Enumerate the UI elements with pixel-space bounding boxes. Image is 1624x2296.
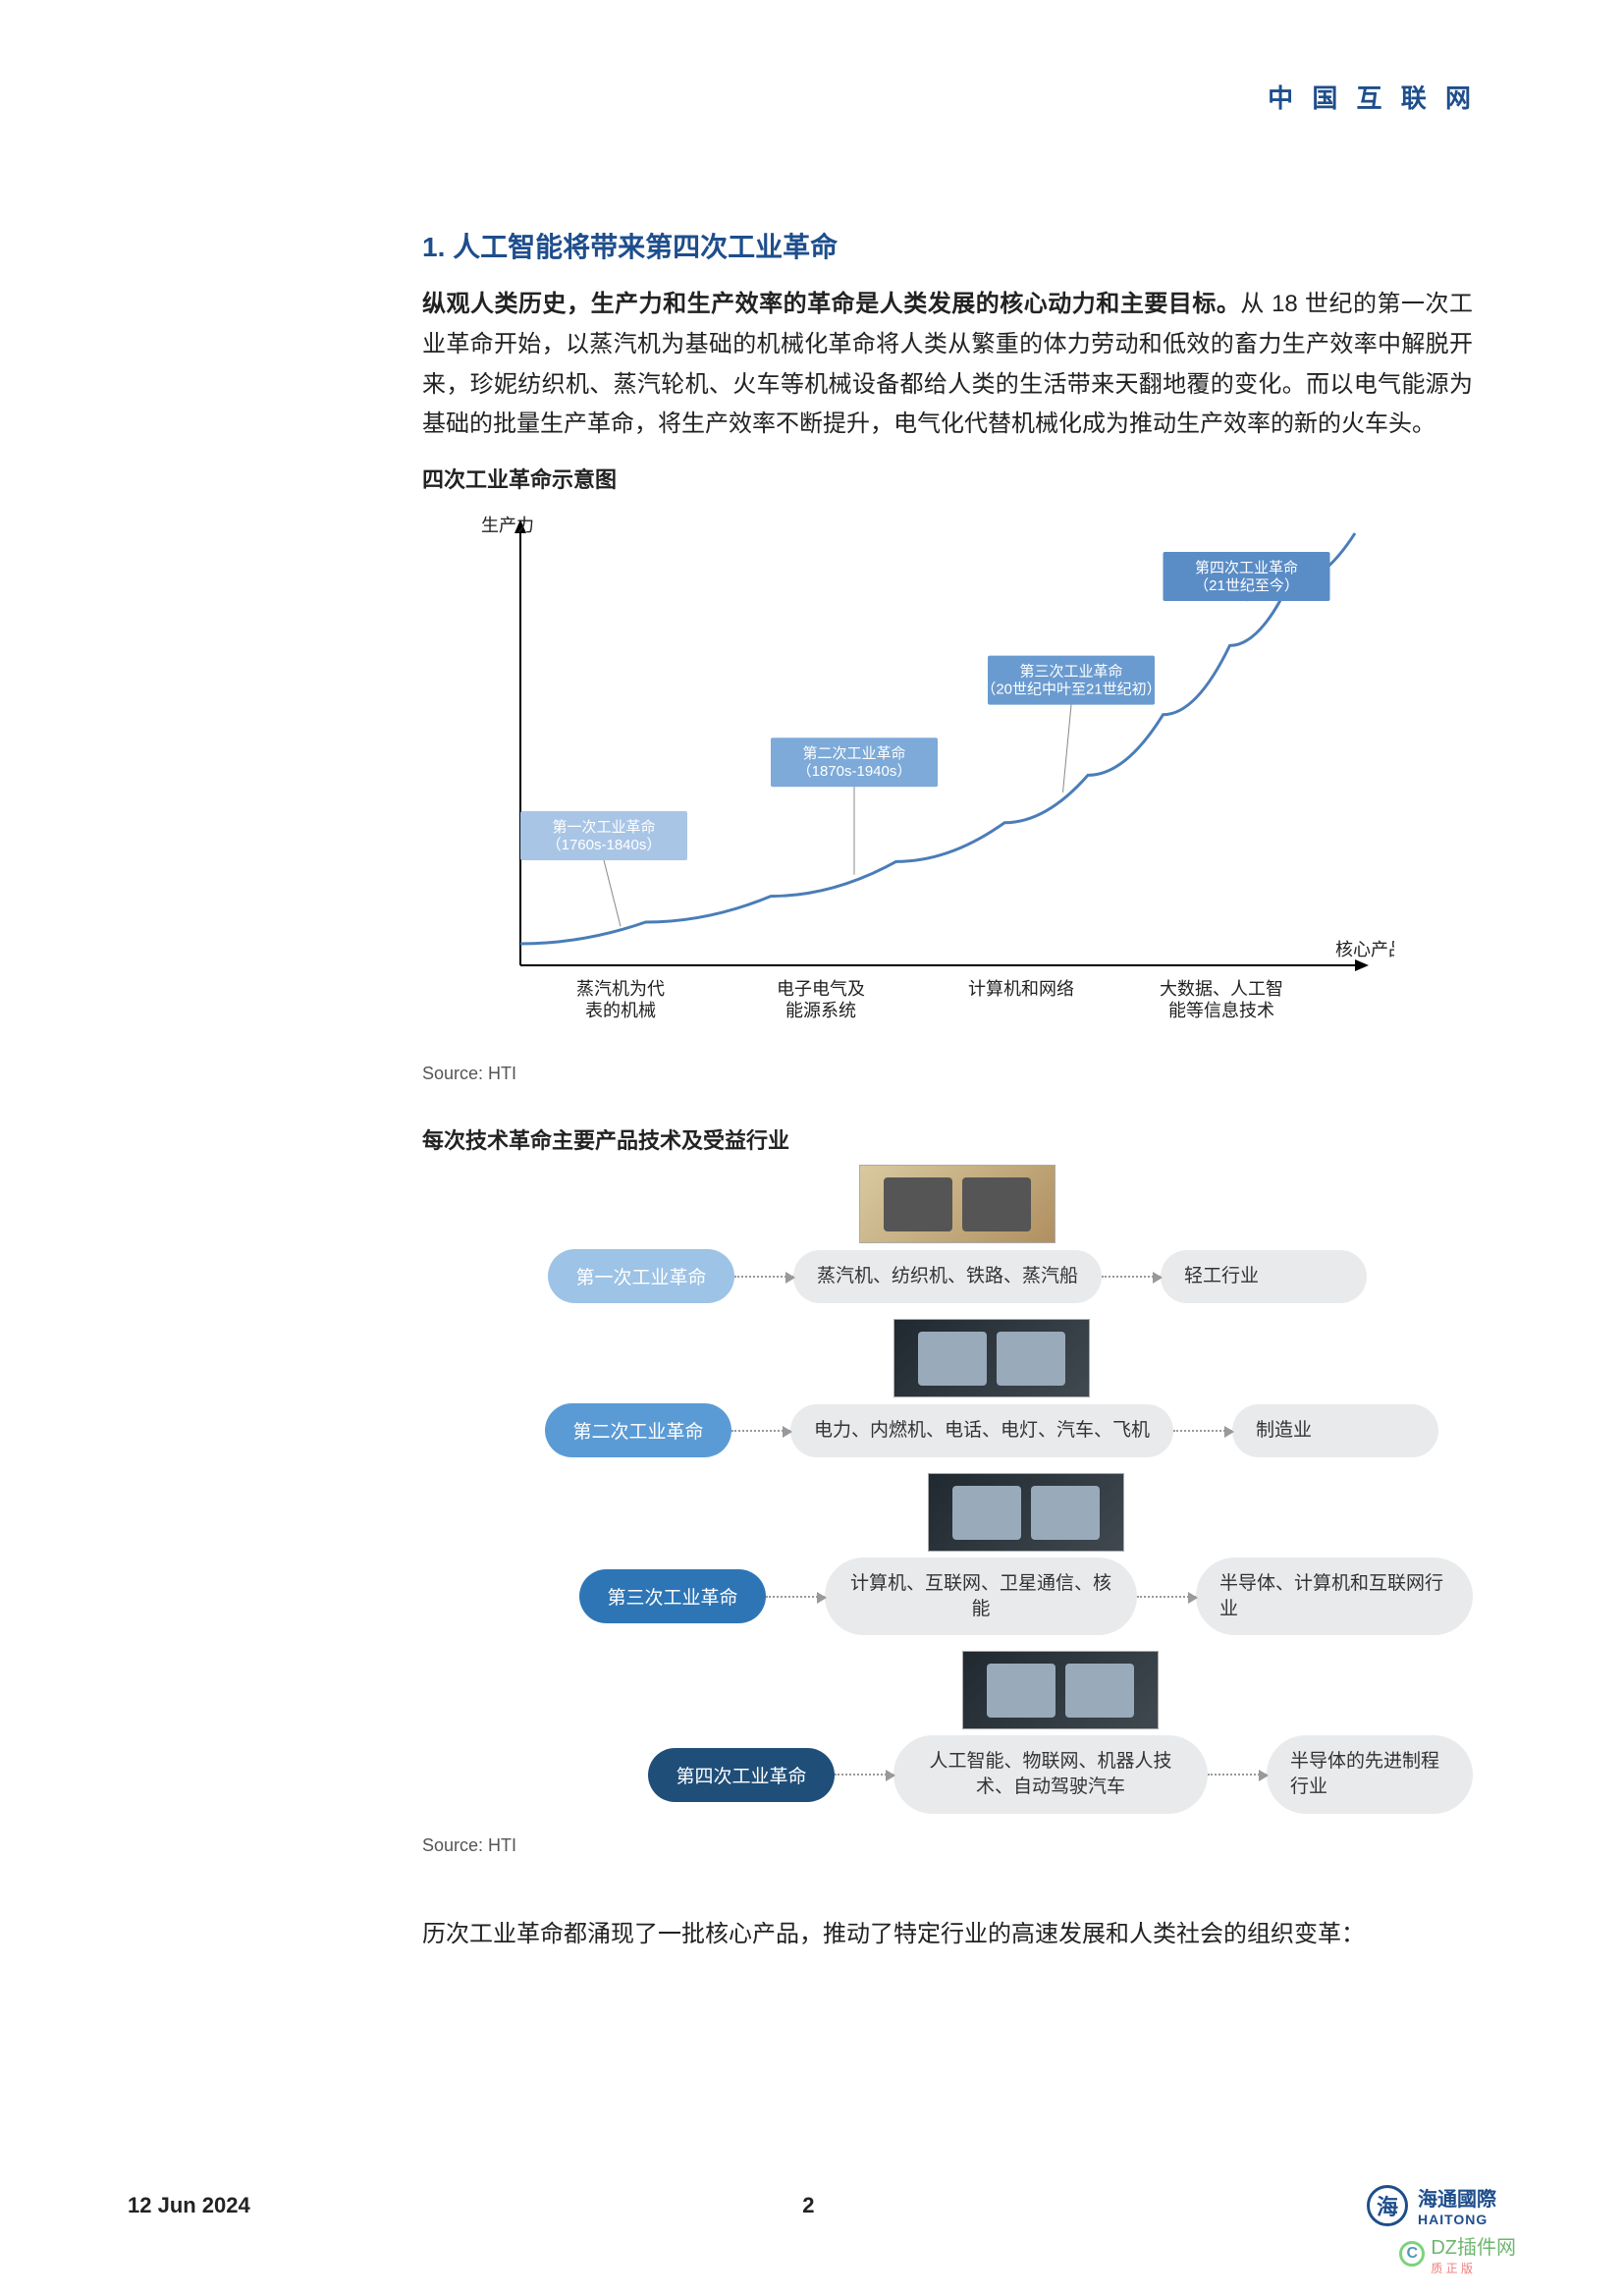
tech-pill: 蒸汽机、纺织机、铁路、蒸汽船 (793, 1250, 1102, 1303)
svg-text:第一次工业革命: 第一次工业革命 (552, 818, 655, 836)
figure2-title: 每次技术革命主要产品技术及受益行业 (422, 1123, 1473, 1155)
footer-page-number: 2 (802, 2193, 814, 2218)
figure2-source: Source: HTI (422, 1835, 1473, 1856)
section-title-text: 人工智能将带来第四次工业革命 (453, 232, 838, 262)
arrow-icon (766, 1596, 825, 1598)
paragraph-1: 纵观人类历史，生产力和生产效率的革命是人类发展的核心动力和主要目标。从 18 世… (422, 285, 1473, 445)
svg-text:核心产品: 核心产品 (1335, 940, 1394, 959)
industry-pill: 半导体的先进制程行业 (1267, 1735, 1473, 1813)
watermark: C DZ插件网 质 正 版 (1399, 2231, 1516, 2276)
watermark-icon: C (1399, 2241, 1425, 2267)
flow-illustration (962, 1651, 1159, 1729)
flow-illustration (928, 1473, 1124, 1552)
svg-text:第二次工业革命: 第二次工业革命 (802, 744, 905, 762)
productivity-curve-svg: 生产力核心产品蒸汽机为代表的机械 电子电气及能源系统 计算机和网络 大数据、人工智能等… (452, 504, 1394, 1054)
svg-text:蒸汽机为代: 蒸汽机为代 (576, 979, 665, 999)
watermark-sub: 质 正 版 (1431, 2260, 1516, 2276)
industry-pill: 半导体、计算机和互联网行业 (1196, 1558, 1473, 1635)
paragraph-1-lead: 纵观人类历史，生产力和生产效率的革命是人类发展的核心动力和主要目标。 (422, 291, 1240, 317)
svg-text:（21世纪至今）: （21世纪至今） (1194, 577, 1299, 594)
arrow-icon (731, 1430, 790, 1432)
svg-text:（20世纪中叶至21世纪初）: （20世纪中叶至21世纪初） (981, 682, 1161, 698)
haitong-logo-icon: 海 (1367, 2185, 1408, 2226)
flow-stage-3: 第三次工业革命 计算机、互联网、卫星通信、核能半导体、计算机和互联网行业 (579, 1473, 1473, 1651)
flow-row: 第四次工业革命 人工智能、物联网、机器人技术、自动驾驶汽车半导体的先进制程行业 (648, 1735, 1473, 1813)
page-category: 中 国 互 联 网 (1268, 79, 1477, 115)
flow-row: 第一次工业革命 蒸汽机、纺织机、铁路、蒸汽船 轻工行业 (548, 1249, 1367, 1303)
flow-row: 第三次工业革命 计算机、互联网、卫星通信、核能半导体、计算机和互联网行业 (579, 1558, 1473, 1635)
flow-row: 第二次工业革命 电力、内燃机、电话、电灯、汽车、飞机 制造业 (545, 1403, 1438, 1457)
tech-pill: 计算机、互联网、卫星通信、核能 (825, 1558, 1137, 1635)
svg-text:生产力: 生产力 (481, 516, 534, 535)
arrow-icon (835, 1774, 893, 1776)
svg-text:第四次工业革命: 第四次工业革命 (1195, 559, 1298, 576)
figure1-title: 四次工业革命示意图 (422, 463, 1473, 494)
flow-illustration (893, 1319, 1090, 1397)
stage-pill: 第二次工业革命 (545, 1403, 731, 1457)
figure2-flow: 第一次工业革命 蒸汽机、纺织机、铁路、蒸汽船 轻工行业第二次工业革命 电力、内燃机、电… (442, 1165, 1473, 1830)
tech-pill: 电力、内燃机、电话、电灯、汽车、飞机 (790, 1404, 1173, 1457)
industry-pill: 轻工行业 (1161, 1250, 1367, 1303)
svg-text:（1760s-1840s）: （1760s-1840s） (547, 837, 662, 853)
footer-date: 12 Jun 2024 (128, 2193, 250, 2218)
footer-brand: 海 海通國際 HAITONG (1367, 2183, 1496, 2227)
svg-text:（1870s-1940s）: （1870s-1940s） (797, 763, 912, 780)
footer-brand-en: HAITONG (1418, 2212, 1496, 2227)
section-heading: 1. 人工智能将带来第四次工业革命 (422, 226, 1473, 265)
flow-illustration (859, 1165, 1056, 1243)
arrow-icon (1173, 1430, 1232, 1432)
flow-stage-1: 第一次工业革命 蒸汽机、纺织机、铁路、蒸汽船 轻工行业 (442, 1165, 1473, 1319)
svg-text:表的机械: 表的机械 (585, 1001, 656, 1020)
section-number: 1. (422, 232, 445, 262)
flow-stage-4: 第四次工业革命 人工智能、物联网、机器人技术、自动驾驶汽车半导体的先进制程行业 (648, 1651, 1473, 1829)
arrow-icon (1137, 1596, 1196, 1598)
main-content: 1. 人工智能将带来第四次工业革命 纵观人类历史，生产力和生产效率的革命是人类发… (422, 226, 1473, 1973)
svg-text:大数据、人工智: 大数据、人工智 (1160, 979, 1283, 999)
industry-pill: 制造业 (1232, 1404, 1438, 1457)
svg-text:计算机和网络: 计算机和网络 (968, 979, 1074, 999)
stage-pill: 第四次工业革命 (648, 1748, 835, 1802)
svg-text:能源系统: 能源系统 (785, 1001, 856, 1020)
tech-pill: 人工智能、物联网、机器人技术、自动驾驶汽车 (893, 1735, 1208, 1813)
arrow-icon (1102, 1276, 1161, 1278)
arrow-icon (1208, 1774, 1267, 1776)
figure1-source: Source: HTI (422, 1064, 1473, 1084)
figure1-chart: 生产力核心产品蒸汽机为代表的机械 电子电气及能源系统 计算机和网络 大数据、人工智能等… (452, 504, 1394, 1054)
svg-text:能等信息技术: 能等信息技术 (1168, 1001, 1274, 1020)
watermark-text: DZ插件网 (1431, 2231, 1516, 2260)
arrow-icon (734, 1276, 793, 1278)
stage-pill: 第一次工业革命 (548, 1249, 734, 1303)
svg-text:第三次工业革命: 第三次工业革命 (1019, 663, 1122, 681)
flow-stage-2: 第二次工业革命 电力、内燃机、电话、电灯、汽车、飞机 制造业 (511, 1319, 1473, 1473)
svg-text:电子电气及: 电子电气及 (777, 979, 865, 999)
page-footer: 12 Jun 2024 2 海 海通國際 HAITONG (0, 2183, 1624, 2227)
stage-pill: 第三次工业革命 (579, 1569, 766, 1623)
closing-paragraph: 历次工业革命都涌现了一批核心产品，推动了特定行业的高速发展和人类社会的组织变革： (422, 1915, 1473, 1955)
footer-brand-cn: 海通國際 (1418, 2183, 1496, 2212)
